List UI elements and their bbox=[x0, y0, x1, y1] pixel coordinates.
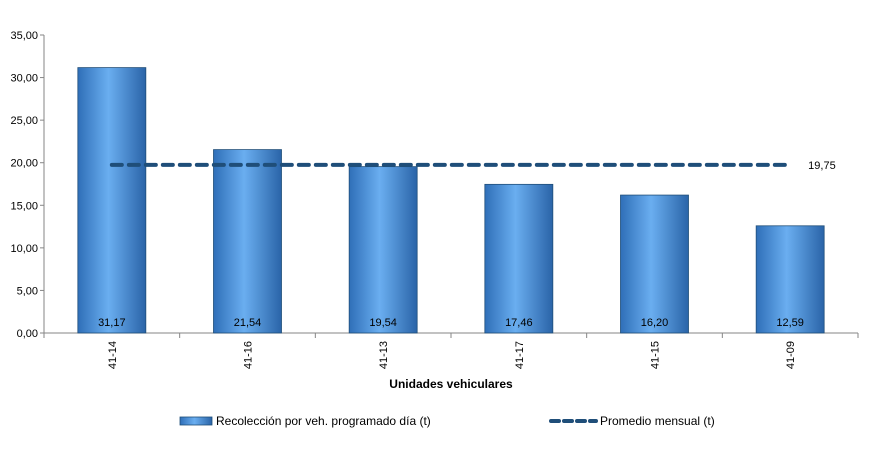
bar-data-label: 16,20 bbox=[641, 317, 669, 329]
bar bbox=[77, 67, 147, 334]
y-tick-label: 30,00 bbox=[10, 73, 38, 85]
legend-swatch-bars bbox=[179, 416, 213, 426]
bar-data-label: 17,46 bbox=[505, 317, 533, 329]
x-tick-label: 41-13 bbox=[378, 341, 390, 369]
bar-data-label: 19,54 bbox=[369, 317, 397, 329]
legend-label-bars: Recolección por veh. programado día (t) bbox=[216, 414, 431, 428]
average-data-label: 19,75 bbox=[808, 160, 836, 172]
y-tick-label: 0,00 bbox=[17, 328, 38, 340]
chart-legend: Recolección por veh. programado día (t) … bbox=[179, 414, 715, 428]
y-tick-label: 25,00 bbox=[10, 115, 38, 127]
bar bbox=[213, 149, 282, 334]
x-tick-label: 41-14 bbox=[107, 341, 119, 369]
x-tick-label: 41-17 bbox=[514, 341, 526, 369]
y-tick-label: 35,00 bbox=[10, 30, 38, 42]
bar bbox=[484, 183, 554, 334]
bar bbox=[620, 194, 689, 334]
legend-label-line: Promedio mensual (t) bbox=[600, 414, 715, 428]
y-tick-label: 15,00 bbox=[10, 200, 38, 212]
average-line-group: 19,75 bbox=[109, 160, 836, 172]
chart-axes: 0,00 5,00 10,00 15,00 20,00 25,00 30,00 35,00 41… bbox=[10, 30, 859, 369]
bar bbox=[755, 225, 825, 334]
x-tick-label: 41-16 bbox=[243, 341, 255, 369]
bar-data-label: 21,54 bbox=[234, 317, 262, 329]
bar bbox=[348, 166, 418, 334]
bar-data-label: 31,17 bbox=[98, 317, 126, 329]
bar-data-label: 12,59 bbox=[776, 317, 804, 329]
y-tick-label: 5,00 bbox=[17, 285, 38, 297]
x-tick-label: 41-09 bbox=[785, 341, 797, 369]
y-tick-label: 10,00 bbox=[10, 243, 38, 255]
x-axis-title: Unidades vehiculares bbox=[389, 377, 513, 391]
x-tick-label: 41-15 bbox=[650, 341, 662, 369]
y-tick-label: 20,00 bbox=[10, 158, 38, 170]
chart-bars: 31,17 21,54 19,54 17,46 16,20 12,59 bbox=[77, 67, 825, 334]
